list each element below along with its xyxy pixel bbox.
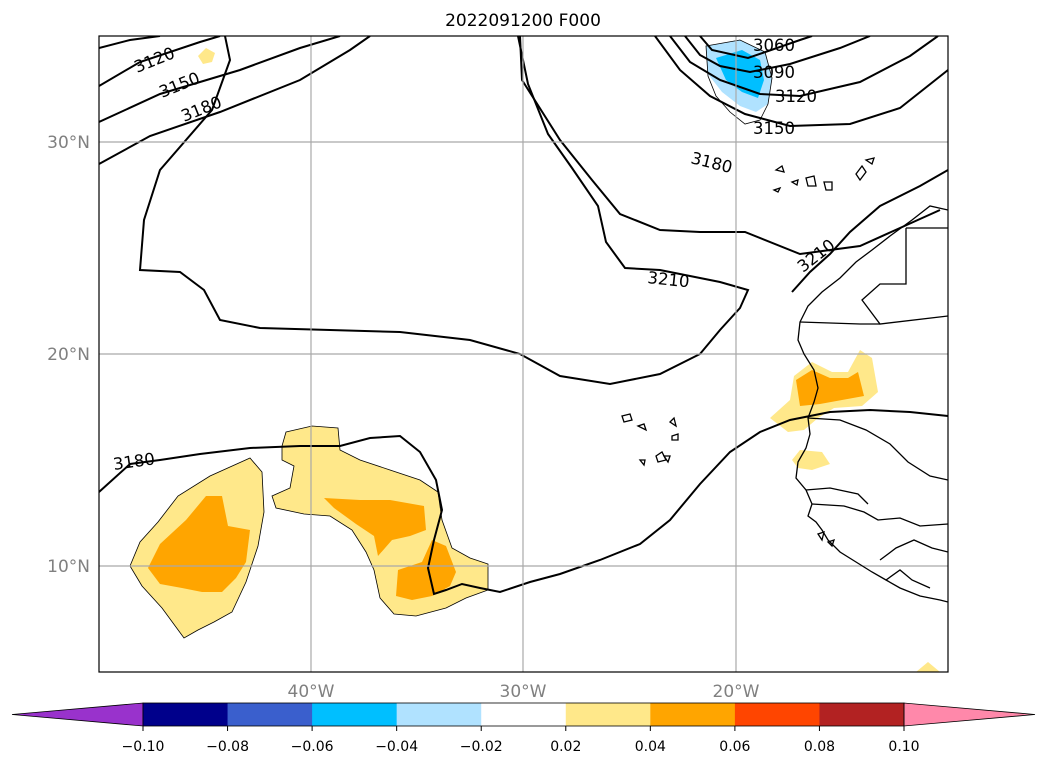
latitude-labels: 30°N 20°N 10°N [47,133,90,577]
contour-3060-ne [699,36,813,60]
contour-3120-ne [669,36,939,98]
colorbar-bin [312,703,398,726]
colorbar-tick-label: −0.10 [122,739,165,755]
canary-island-3 [805,175,817,187]
lon-label-30w: 30°W [500,682,547,702]
figure-title: 2022091200 F000 [445,11,601,31]
longitude-labels: 40°W 30°W 20°W [288,682,760,702]
contour-label: 3210 [647,268,691,291]
height-contours [99,36,948,596]
colorbar-bin [481,703,567,726]
colorbar-tick-label: −0.04 [375,739,418,755]
border-senegal-gambia [805,487,869,505]
canary-island-5 [855,164,867,182]
shaded-fields [129,39,940,672]
positive-region-central-inner-2 [396,540,456,600]
cape-verde-2 [636,423,648,432]
canary-island-6 [864,157,875,166]
contour-3180-south [99,408,948,596]
colorbar-outline [142,702,905,727]
contour-3180-nw [99,36,341,123]
contour-label: 3090 [753,63,795,82]
canary-island-2 [790,179,799,187]
bijagos-2 [826,538,836,548]
colorbar-tick-label: 0.08 [804,739,835,755]
contour-3210-coast [791,169,948,293]
colorbar-tick-label: −0.08 [206,739,249,755]
colorbar-bin [143,703,229,726]
canary-island-1 [774,164,785,173]
negative-region-outline [705,39,773,125]
border-west-africa-inner [879,539,948,561]
lat-label-20n: 20°N [47,345,90,365]
contour-3090-ne [684,36,871,74]
colorbar-bin [819,703,905,726]
colorbar-tick-label: −0.06 [291,739,334,755]
lon-label-20w: 20°W [713,682,760,702]
positive-spot-southeast [916,662,940,672]
colorbar-bin [565,703,651,726]
colorbar-extend-over [903,702,1036,727]
lat-label-30n: 30°N [47,133,90,153]
bijagos-1 [816,531,825,542]
colorbar: −0.10 −0.08 −0.06 −0.04 −0.02 0.02 0.04 0.06 0.0… [11,702,1036,755]
contour-label: 3150 [753,119,795,138]
canary-island-4 [823,181,833,191]
colorbar-tick-label: 0.02 [550,739,581,755]
border-guinea [811,503,948,527]
contour-3150-ne [654,36,948,128]
contour-label: 3180 [112,449,156,474]
colorbar-extend-under [11,702,144,727]
cape-verde-1 [621,413,633,423]
colorbar-bin [734,703,820,726]
border-western-sahara [861,228,948,325]
contour-label: 3060 [753,36,795,55]
contour-3210-nw [99,36,371,165]
positive-region-central-inner [324,498,426,556]
contour-label: 3210 [794,235,839,276]
colorbar-bin [396,703,482,726]
contour-label: 3120 [775,87,817,106]
positive-region-east-inner [796,370,864,406]
contour-3180-ne [519,36,941,256]
cape-verde-4 [671,433,679,441]
colorbar-bin [650,703,736,726]
contour-label: 3120 [131,43,177,76]
cape-verde-5 [638,459,646,467]
madeira [772,186,782,193]
lon-label-40w: 40°W [288,682,335,702]
map-frame [98,35,949,673]
contour-3150-nw [99,36,221,87]
colorbar-tick-label: −0.02 [460,739,503,755]
cape-verde-3 [668,416,678,428]
contour-labels: 3120 3150 3180 3060 3090 3120 3150 3180 … [112,36,839,474]
colorbar-tick-label: 0.10 [888,739,919,755]
colorbar-tick-label: 0.06 [719,739,750,755]
africa-coastline [795,205,948,603]
map-panel: 3120 3150 3180 3060 3090 3120 3150 3180 … [99,36,948,672]
contour-label: 3150 [156,68,202,101]
contour-3210-main [138,36,750,386]
negative-region-inner [716,50,764,98]
lat-label-10n: 10°N [47,557,90,577]
contour-3120-nw [99,36,161,49]
colorbar-bin [227,703,313,726]
border-mali-senegal [807,417,948,481]
contour-label: 3180 [689,148,734,177]
gridlines [99,36,948,672]
cape-verde-7 [662,455,671,464]
border-mauritania [799,321,880,325]
border-liberia [885,569,931,589]
coastlines [621,157,948,603]
positive-spot-northwest [198,48,215,64]
colorbar-tick-label: 0.04 [635,739,666,755]
positive-region-west-inner [148,496,250,592]
